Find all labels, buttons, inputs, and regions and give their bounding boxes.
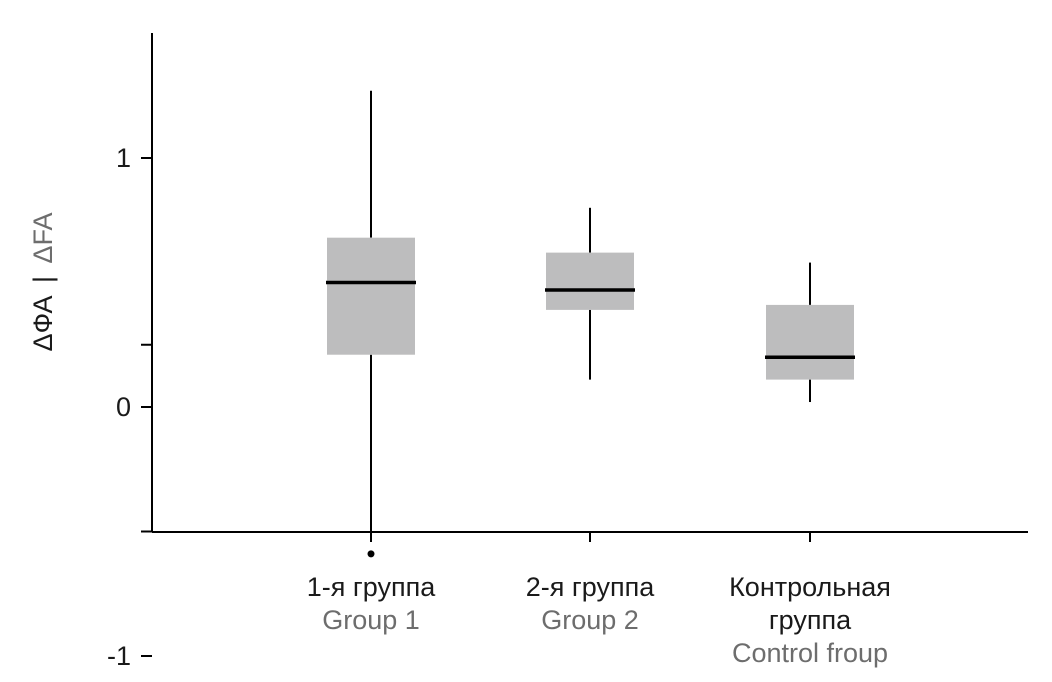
category-label-ru: 1-я группа (307, 572, 436, 602)
y-axis-label-en: ΔFA (28, 213, 58, 264)
category-label-ru: группа (769, 605, 852, 635)
category-label-en: Group 2 (541, 605, 639, 635)
box-iqr (546, 252, 634, 310)
category-label-en: Control froup (732, 638, 888, 668)
box-group (765, 262, 855, 403)
y-tick-label: -1 (107, 641, 131, 671)
box-group (326, 90, 416, 558)
y-tick-label: 0 (116, 392, 131, 422)
box-iqr (327, 237, 415, 355)
y-axis-label-separator: | (28, 276, 58, 283)
y-tick-label: 1 (116, 143, 131, 173)
y-ticks: 1 0 -1 (107, 143, 152, 671)
category-label-ru: Контрольная (729, 572, 891, 602)
boxes (326, 90, 855, 558)
category-label-en: Group 1 (322, 605, 420, 635)
category-label-ru: 2-я группа (526, 572, 655, 602)
box-group (545, 207, 635, 380)
y-axis-label: ΔФА | ΔFA (28, 213, 58, 352)
x-ticks (370, 532, 811, 542)
y-axis-label-ru: ΔФА (28, 295, 58, 351)
box-iqr (766, 304, 854, 380)
outlier-point (367, 550, 375, 558)
